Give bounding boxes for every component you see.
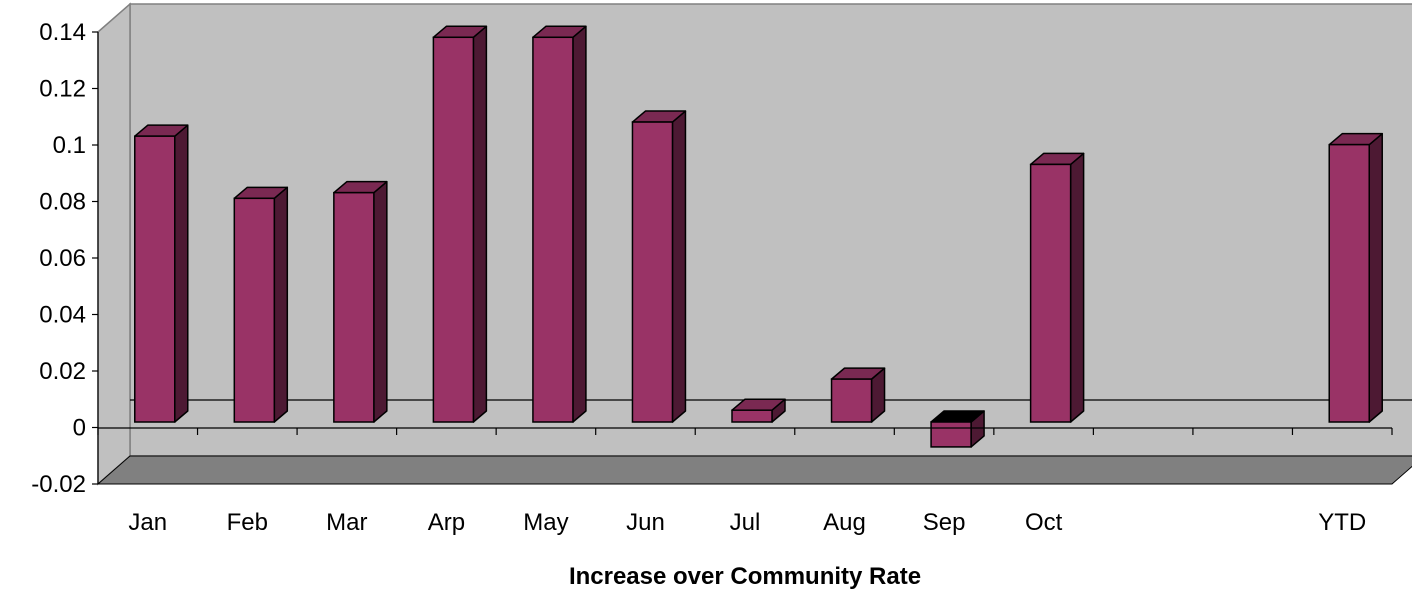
- bar-may: [532, 25, 587, 423]
- x-tick-label: Feb: [227, 509, 268, 536]
- bar-side: [1368, 132, 1383, 423]
- bar-front: [233, 197, 276, 423]
- bar-jan: [134, 124, 189, 423]
- bar-front: [134, 135, 176, 423]
- bar-front: [830, 378, 873, 423]
- x-tick-label: Aug: [823, 509, 866, 536]
- x-tick-label: Jan: [128, 509, 167, 536]
- bar-side: [1069, 152, 1085, 423]
- y-tick-label: 0.04: [39, 302, 86, 329]
- x-tick-label: YTD: [1318, 509, 1366, 536]
- x-tick-label: Jul: [730, 509, 761, 536]
- bar-side: [174, 124, 189, 423]
- bar-arp: [432, 25, 488, 423]
- x-tick-label: Arp: [428, 509, 465, 536]
- bar-front: [432, 36, 475, 423]
- bar-front: [631, 121, 674, 423]
- y-tick-label: 0.02: [39, 358, 86, 385]
- x-axis-title: Increase over Community Rate: [569, 563, 921, 590]
- x-tick-label: Jun: [626, 509, 665, 536]
- bar-front: [731, 409, 773, 423]
- y-tick-label: -0.02: [31, 471, 86, 498]
- bar-ytd: [1328, 132, 1383, 423]
- x-tick-label: Mar: [326, 509, 367, 536]
- x-tick-label: May: [523, 509, 568, 536]
- y-tick-label: 0.14: [39, 19, 86, 46]
- y-tick-label: 0.12: [39, 76, 86, 103]
- bar-aug: [830, 367, 886, 423]
- bar-side: [373, 180, 388, 423]
- x-tick-label: Oct: [1025, 509, 1063, 536]
- bar-front: [930, 421, 972, 448]
- x-axis: Jan Feb Mar Arp May Jun Jul Aug Sep Oct YTD: [97, 427, 1393, 536]
- bar-feb: [233, 186, 289, 423]
- bar-sep: [930, 410, 985, 448]
- bar-side: [671, 110, 687, 423]
- bar-side: [472, 25, 488, 423]
- x-tick-label: Sep: [923, 509, 966, 536]
- bar-mar: [333, 180, 388, 423]
- bar-front: [532, 36, 574, 423]
- y-axis: -0.02 0 0.02 0.04 0.06 0.08 0.1 0.12 0.14: [31, 19, 99, 498]
- y-tick-label: 0.06: [39, 245, 86, 272]
- y-tick-label: 0.1: [53, 132, 86, 159]
- side-wall: [97, 2, 131, 486]
- bars: [134, 25, 1383, 448]
- bar-front: [333, 191, 375, 423]
- bar-side: [572, 25, 587, 423]
- bar-jul: [731, 398, 786, 423]
- back-wall: [129, 3, 1412, 457]
- y-tick-label: 0.08: [39, 189, 86, 216]
- floor: [96, 455, 1412, 485]
- bar-jun: [631, 110, 687, 423]
- bar-front: [1029, 163, 1072, 423]
- y-tick-label: 0: [73, 415, 86, 442]
- bar-front: [1328, 143, 1370, 423]
- bar-oct: [1029, 152, 1085, 423]
- bar-side: [273, 186, 289, 423]
